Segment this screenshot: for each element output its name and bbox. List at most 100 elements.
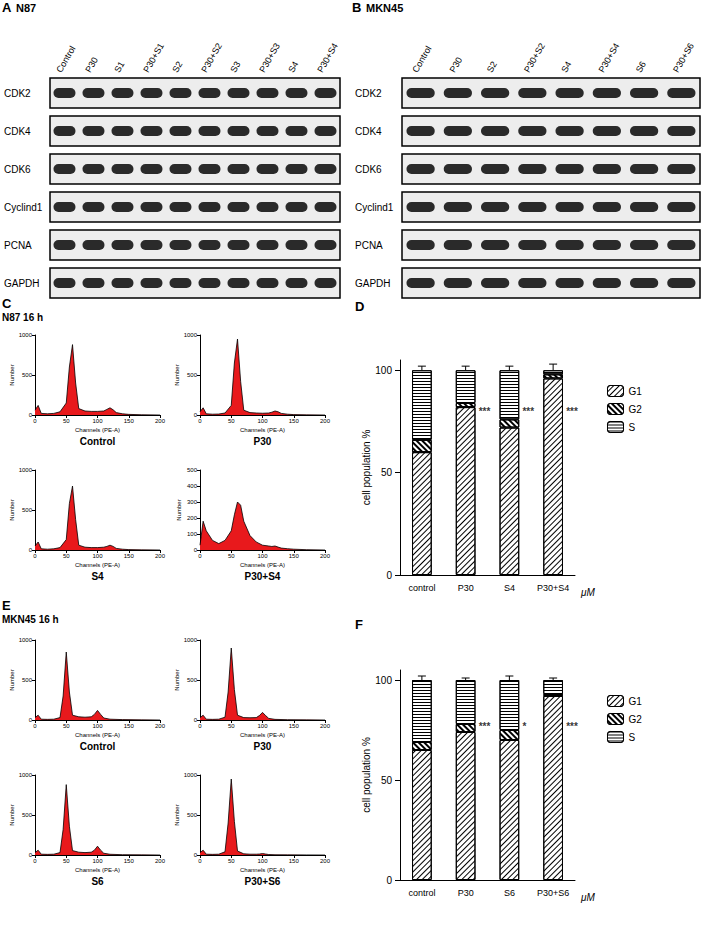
svg-text:A: A	[2, 0, 12, 15]
svg-text:S2: S2	[170, 60, 184, 75]
svg-text:***: ***	[479, 406, 491, 417]
svg-text:500: 500	[22, 677, 33, 683]
svg-text:***: ***	[522, 406, 534, 417]
svg-text:G2: G2	[629, 404, 643, 415]
svg-text:G1: G1	[629, 386, 643, 397]
svg-text:0: 0	[198, 418, 202, 424]
svg-text:500: 500	[22, 507, 33, 513]
svg-text:P30: P30	[254, 741, 272, 752]
svg-text:50: 50	[228, 858, 235, 864]
svg-text:F: F	[355, 617, 363, 632]
svg-text:200: 200	[320, 723, 331, 729]
svg-text:E: E	[2, 598, 11, 613]
svg-text:0: 0	[33, 418, 37, 424]
svg-text:0: 0	[33, 723, 37, 729]
svg-text:P30: P30	[83, 55, 100, 74]
svg-text:cell population %: cell population %	[361, 430, 372, 506]
svg-text:0: 0	[29, 717, 33, 723]
svg-text:Number: Number	[9, 804, 15, 825]
svg-text:500: 500	[22, 812, 33, 818]
svg-text:Channels (PE-A): Channels (PE-A)	[75, 867, 120, 873]
svg-text:C: C	[2, 296, 12, 311]
svg-text:P30+S2: P30+S2	[199, 41, 224, 74]
svg-text:500: 500	[187, 812, 198, 818]
svg-text:200: 200	[155, 553, 166, 559]
svg-text:S4: S4	[559, 60, 573, 75]
svg-text:MKN45 16 h: MKN45 16 h	[2, 614, 59, 625]
svg-text:0: 0	[194, 547, 198, 553]
svg-text:S: S	[629, 732, 636, 743]
svg-text:P30+S2: P30+S2	[522, 41, 547, 74]
svg-text:Cyclind1: Cyclind1	[355, 202, 394, 213]
svg-text:P30+S1: P30+S1	[141, 41, 166, 74]
svg-text:1000: 1000	[184, 332, 198, 338]
svg-text:50: 50	[63, 418, 70, 424]
svg-text:Channels (PE-A): Channels (PE-A)	[75, 562, 120, 568]
svg-text:100: 100	[375, 675, 392, 686]
svg-text:S3: S3	[228, 60, 242, 75]
svg-text:150: 150	[124, 553, 135, 559]
svg-text:100: 100	[257, 418, 268, 424]
svg-text:0: 0	[194, 852, 198, 858]
svg-text:P30+S6: P30+S6	[245, 876, 281, 887]
svg-text:500: 500	[187, 372, 198, 378]
svg-text:100: 100	[375, 365, 392, 376]
svg-text:Number: Number	[176, 499, 182, 520]
svg-text:GAPDH: GAPDH	[4, 278, 40, 289]
svg-text:Cyclind1: Cyclind1	[4, 202, 43, 213]
svg-text:S4: S4	[91, 571, 104, 582]
svg-text:1000: 1000	[19, 772, 33, 778]
svg-text:0: 0	[386, 875, 392, 886]
svg-text:Channels (PE-A): Channels (PE-A)	[240, 867, 285, 873]
svg-text:Channels (PE-A): Channels (PE-A)	[240, 427, 285, 433]
svg-text:*: *	[522, 721, 526, 732]
svg-text:Channels (PE-A): Channels (PE-A)	[240, 732, 285, 738]
svg-text:S: S	[629, 422, 636, 433]
svg-text:PCNA: PCNA	[4, 240, 32, 251]
svg-text:50: 50	[228, 418, 235, 424]
svg-text:0: 0	[198, 553, 202, 559]
svg-text:CDK6: CDK6	[355, 164, 382, 175]
svg-text:cell population %: cell population %	[361, 737, 372, 813]
svg-text:50: 50	[63, 553, 70, 559]
svg-text:0: 0	[386, 570, 392, 581]
svg-text:G2: G2	[629, 714, 643, 725]
svg-text:0: 0	[29, 412, 33, 418]
svg-text:0: 0	[29, 547, 33, 553]
svg-text:0: 0	[33, 553, 37, 559]
svg-text:0: 0	[198, 723, 202, 729]
svg-text:***: ***	[566, 721, 578, 732]
svg-text:100: 100	[92, 723, 103, 729]
svg-text:MKN45: MKN45	[366, 2, 403, 14]
svg-text:S6: S6	[504, 888, 515, 898]
svg-text:G1: G1	[629, 696, 643, 707]
svg-text:1000: 1000	[184, 772, 198, 778]
svg-text:***: ***	[566, 406, 578, 417]
svg-text:300: 300	[187, 499, 198, 505]
svg-text:500: 500	[187, 677, 198, 683]
svg-text:control: control	[408, 888, 435, 898]
svg-text:Control: Control	[80, 436, 116, 447]
svg-text:100: 100	[257, 858, 268, 864]
svg-text:100: 100	[92, 553, 103, 559]
svg-text:Number: Number	[9, 499, 15, 520]
svg-text:100: 100	[92, 418, 103, 424]
svg-text:P30: P30	[458, 888, 474, 898]
svg-text:Control: Control	[54, 44, 77, 74]
svg-text:200: 200	[320, 858, 331, 864]
svg-text:100: 100	[187, 531, 198, 537]
svg-text:150: 150	[289, 723, 300, 729]
svg-text:CDK4: CDK4	[4, 126, 31, 137]
svg-text:0: 0	[194, 412, 198, 418]
svg-text:200: 200	[320, 418, 331, 424]
svg-text:150: 150	[124, 723, 135, 729]
svg-text:Number: Number	[9, 364, 15, 385]
svg-text:0: 0	[198, 858, 202, 864]
svg-text:P30+S4: P30+S4	[537, 583, 569, 593]
svg-text:N87 16 h: N87 16 h	[2, 312, 43, 323]
svg-text:P30+S6: P30+S6	[537, 888, 569, 898]
svg-text:μM: μM	[580, 587, 595, 598]
svg-text:50: 50	[228, 553, 235, 559]
svg-text:***: ***	[479, 721, 491, 732]
svg-text:P30: P30	[448, 55, 465, 74]
